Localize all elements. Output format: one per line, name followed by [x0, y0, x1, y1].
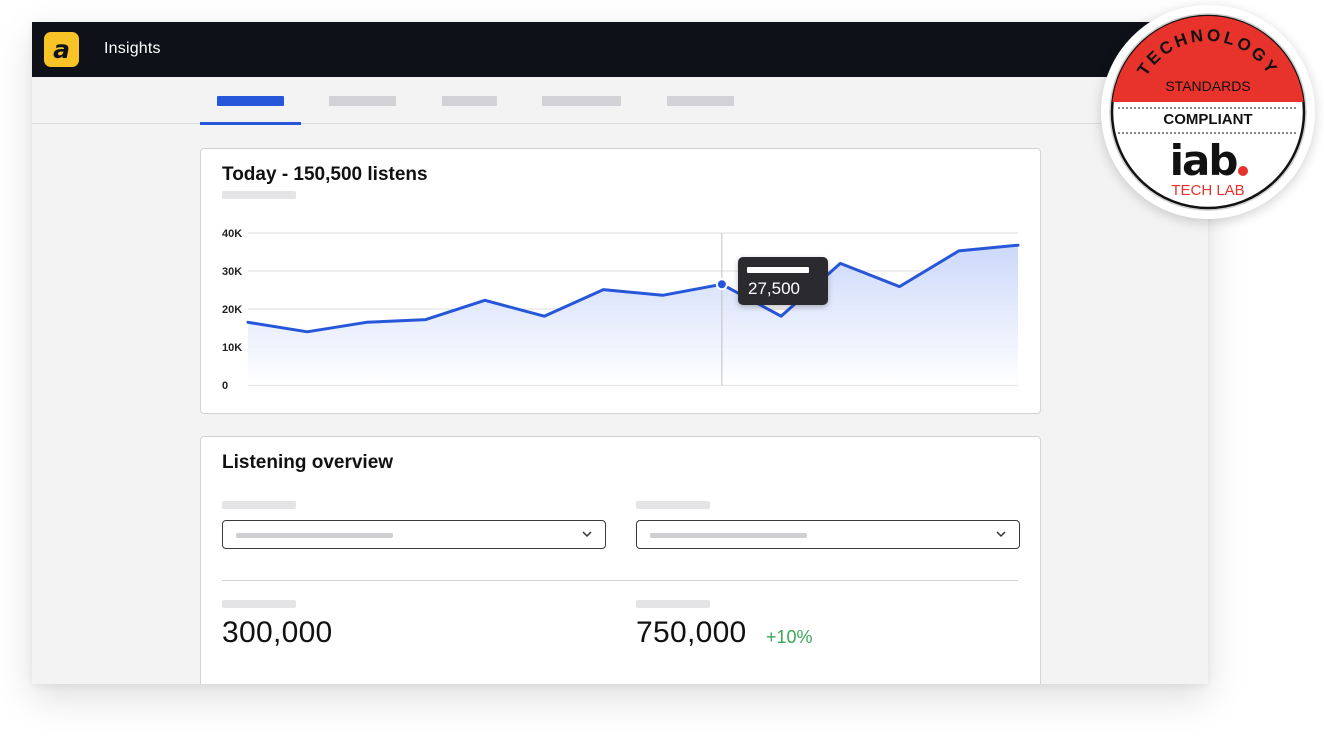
chart-area-fill [248, 245, 1018, 385]
chart-subtitle-placeholder [222, 191, 296, 199]
tab-5-label-placeholder [667, 96, 734, 106]
tab-2[interactable] [318, 77, 408, 124]
section-divider [222, 580, 1018, 581]
listening-overview-card: Listening overview 300,000 750,000 +10% [200, 436, 1041, 684]
tab-1[interactable] [200, 77, 301, 125]
metric-2-label-placeholder [636, 600, 710, 608]
tab-bar [32, 77, 1208, 125]
y-tick-label: 40K [222, 228, 242, 240]
y-tick-label: 10K [222, 342, 242, 354]
metric-2-value: 750,000 [636, 616, 747, 649]
app-window: a Insights Today - 150,500 listens [32, 22, 1208, 684]
listens-chart-card: Today - 150,500 listens 40K 30K 20K 10K 0 27… [200, 148, 1041, 414]
top-bar: a Insights [32, 22, 1208, 77]
tab-4[interactable] [532, 77, 632, 124]
filter-1-label-placeholder [222, 501, 296, 509]
tooltip-value: 27,500 [748, 279, 800, 298]
app-logo[interactable]: a [44, 32, 79, 67]
badge-standards-text: STANDARDS [1165, 78, 1250, 94]
badge-iab-logo: iab [1170, 136, 1238, 185]
chart-card-title: Today - 150,500 listens [222, 164, 428, 185]
metric-1-value: 300,000 [222, 616, 333, 649]
y-tick-label: 0 [222, 380, 228, 392]
tab-3[interactable] [432, 77, 507, 124]
tab-2-label-placeholder [329, 96, 396, 106]
filter-2-label-placeholder [636, 501, 710, 509]
chevron-down-icon [996, 531, 1006, 538]
filter-2-value-placeholder [650, 533, 807, 538]
listens-line-chart: 40K 30K 20K 10K 0 [222, 228, 1020, 392]
metric-1-label-placeholder [222, 600, 296, 608]
badge-compliant-text: COMPLIANT [1163, 111, 1252, 128]
badge-logo-dot [1238, 166, 1248, 176]
chart-series-line [246, 243, 1020, 334]
app-title: Insights [104, 40, 161, 57]
filter-1-value-placeholder [236, 533, 393, 538]
tab-3-label-placeholder [442, 96, 497, 106]
tab-4-label-placeholder [542, 96, 621, 106]
overview-card-title: Listening overview [222, 452, 394, 473]
chart-highlight-point [715, 278, 728, 291]
metric-2-delta: +10% [766, 627, 813, 647]
y-tick-label: 30K [222, 266, 242, 278]
chart-tooltip: 27,500 [738, 257, 828, 305]
chevron-down-icon [582, 531, 592, 538]
y-tick-label: 20K [222, 304, 242, 316]
filter-2-dropdown[interactable] [636, 520, 1020, 549]
iab-compliance-badge: TECHNOLOGY STANDARDS COMPLIANT iab TECH … [1101, 5, 1315, 219]
tooltip-label-placeholder [747, 267, 809, 273]
filter-1-dropdown[interactable] [222, 520, 606, 549]
tab-1-label-placeholder [217, 96, 284, 106]
badge-tech-lab-text: TECH LAB [1171, 182, 1244, 199]
tab-5[interactable] [657, 77, 745, 124]
